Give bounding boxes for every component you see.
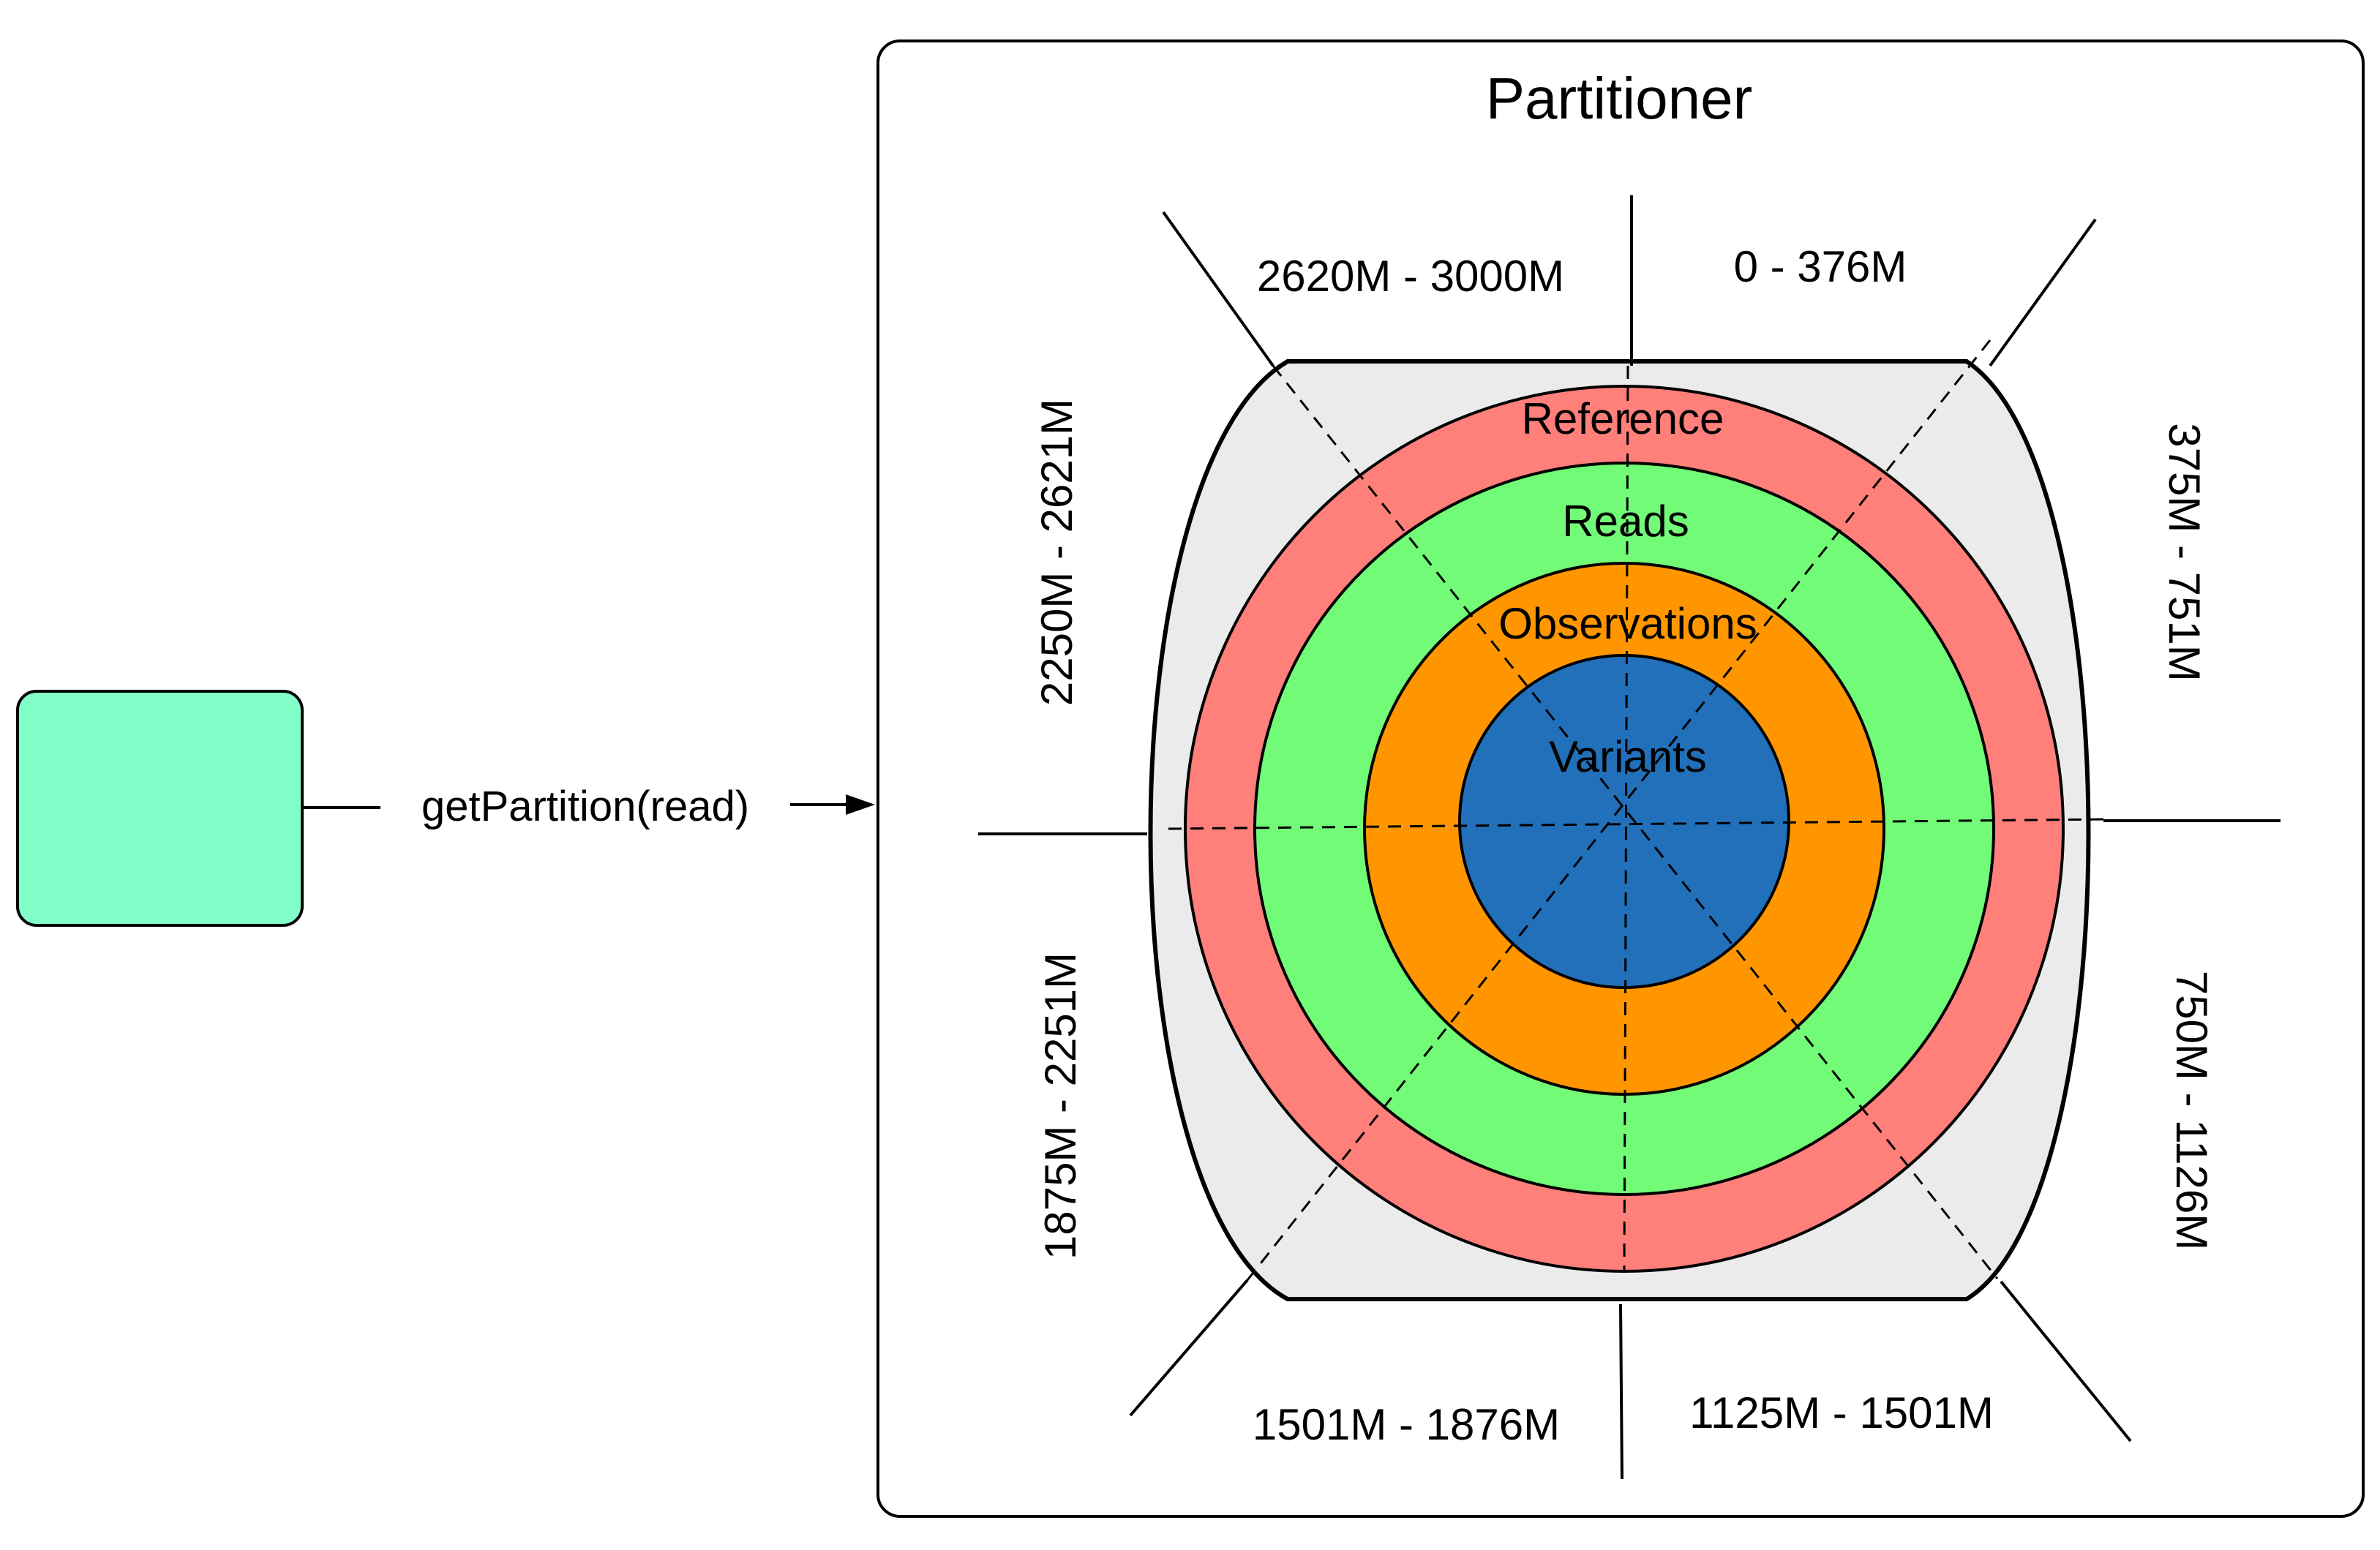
layer-label-observations: Observations (1498, 599, 1757, 648)
edge-label: getPartition(read) (421, 783, 749, 830)
range-label-top-right: 0 - 376M (1734, 242, 1907, 291)
range-label-top-left: 2620M - 3000M (1257, 252, 1564, 301)
axis-bottom (1619, 1303, 1623, 1480)
divider-horizontal (1168, 818, 2108, 830)
range-label-right-lower: 750M - 1126M (2167, 971, 2216, 1250)
axis-bottom-right (2000, 1280, 2132, 1442)
range-label-bottom-left: 1501M - 1876M (1253, 1400, 1560, 1449)
axis-bottom-left (1129, 1279, 1249, 1417)
partitioner-title: Partitioner (1486, 66, 1753, 131)
divider-diagonal-ne-sw (1246, 339, 1992, 1281)
arrowhead (846, 794, 875, 815)
divider-vertical (1623, 365, 1629, 1272)
divider-diagonal-nw-se (1272, 365, 1999, 1279)
layer-label-reads: Reads (1562, 497, 1689, 546)
partition-dividers (1168, 339, 2108, 1281)
source-box (16, 690, 304, 927)
layer-label-variants: Variants (1549, 732, 1707, 781)
layer-label-reference: Reference (1522, 394, 1724, 443)
range-label-bottom-right: 1125M - 1501M (1689, 1388, 1994, 1437)
axis-top-right (1989, 218, 2097, 367)
axis-top-left (1162, 211, 1275, 367)
partition-axes (978, 195, 2280, 1480)
range-label-left-upper: 2250M - 2621M (1032, 399, 1081, 706)
core-variants (1458, 654, 1790, 989)
range-label-left-lower: 1875M - 2251M (1036, 952, 1085, 1260)
range-label-right-upper: 375M - 751M (2160, 423, 2209, 682)
